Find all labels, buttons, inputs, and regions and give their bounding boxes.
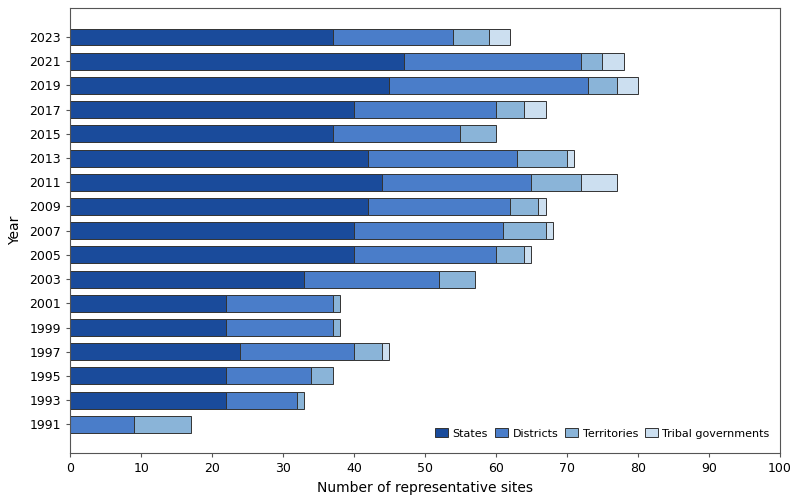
Bar	[70, 77, 390, 94]
Bar	[70, 392, 226, 408]
Bar	[70, 222, 354, 239]
Bar	[298, 392, 304, 408]
Bar	[581, 174, 617, 191]
Bar	[354, 222, 503, 239]
Bar	[454, 29, 489, 45]
Bar	[368, 198, 510, 215]
Bar	[581, 53, 602, 70]
Bar	[70, 368, 226, 384]
Bar	[524, 246, 531, 264]
Bar	[461, 125, 496, 142]
Bar	[489, 29, 510, 45]
Bar	[567, 149, 574, 166]
Bar	[70, 198, 368, 215]
Bar	[510, 198, 538, 215]
Bar	[538, 198, 546, 215]
Bar	[354, 246, 496, 264]
Bar	[304, 271, 439, 288]
Bar	[602, 53, 624, 70]
Bar	[588, 77, 617, 94]
Bar	[70, 246, 354, 264]
Bar	[354, 343, 382, 360]
Bar	[311, 368, 333, 384]
Bar	[404, 53, 581, 70]
Bar	[524, 101, 546, 118]
Bar	[333, 125, 461, 142]
Legend: States, Districts, Territories, Tribal governments: States, Districts, Territories, Tribal g…	[430, 424, 774, 443]
Y-axis label: Year: Year	[8, 216, 22, 245]
Bar	[70, 271, 304, 288]
Bar	[496, 101, 524, 118]
Bar	[70, 29, 333, 45]
Bar	[70, 416, 134, 433]
Bar	[70, 295, 226, 312]
Bar	[617, 77, 638, 94]
Bar	[496, 246, 524, 264]
Bar	[390, 77, 588, 94]
Bar	[134, 416, 191, 433]
Bar	[333, 295, 340, 312]
Bar	[439, 271, 474, 288]
Bar	[70, 125, 333, 142]
Bar	[546, 222, 553, 239]
Bar	[354, 101, 496, 118]
Bar	[226, 368, 311, 384]
Bar	[226, 392, 298, 408]
Bar	[226, 295, 333, 312]
Bar	[382, 174, 531, 191]
Bar	[70, 149, 368, 166]
Bar	[368, 149, 517, 166]
Bar	[70, 343, 241, 360]
Bar	[503, 222, 546, 239]
Bar	[382, 343, 390, 360]
Bar	[241, 343, 354, 360]
Bar	[70, 174, 382, 191]
Bar	[70, 319, 226, 336]
Bar	[70, 53, 404, 70]
Bar	[226, 319, 333, 336]
Bar	[531, 174, 581, 191]
X-axis label: Number of representative sites: Number of representative sites	[317, 481, 533, 494]
Bar	[517, 149, 567, 166]
Bar	[333, 29, 454, 45]
Bar	[333, 319, 340, 336]
Bar	[70, 101, 354, 118]
